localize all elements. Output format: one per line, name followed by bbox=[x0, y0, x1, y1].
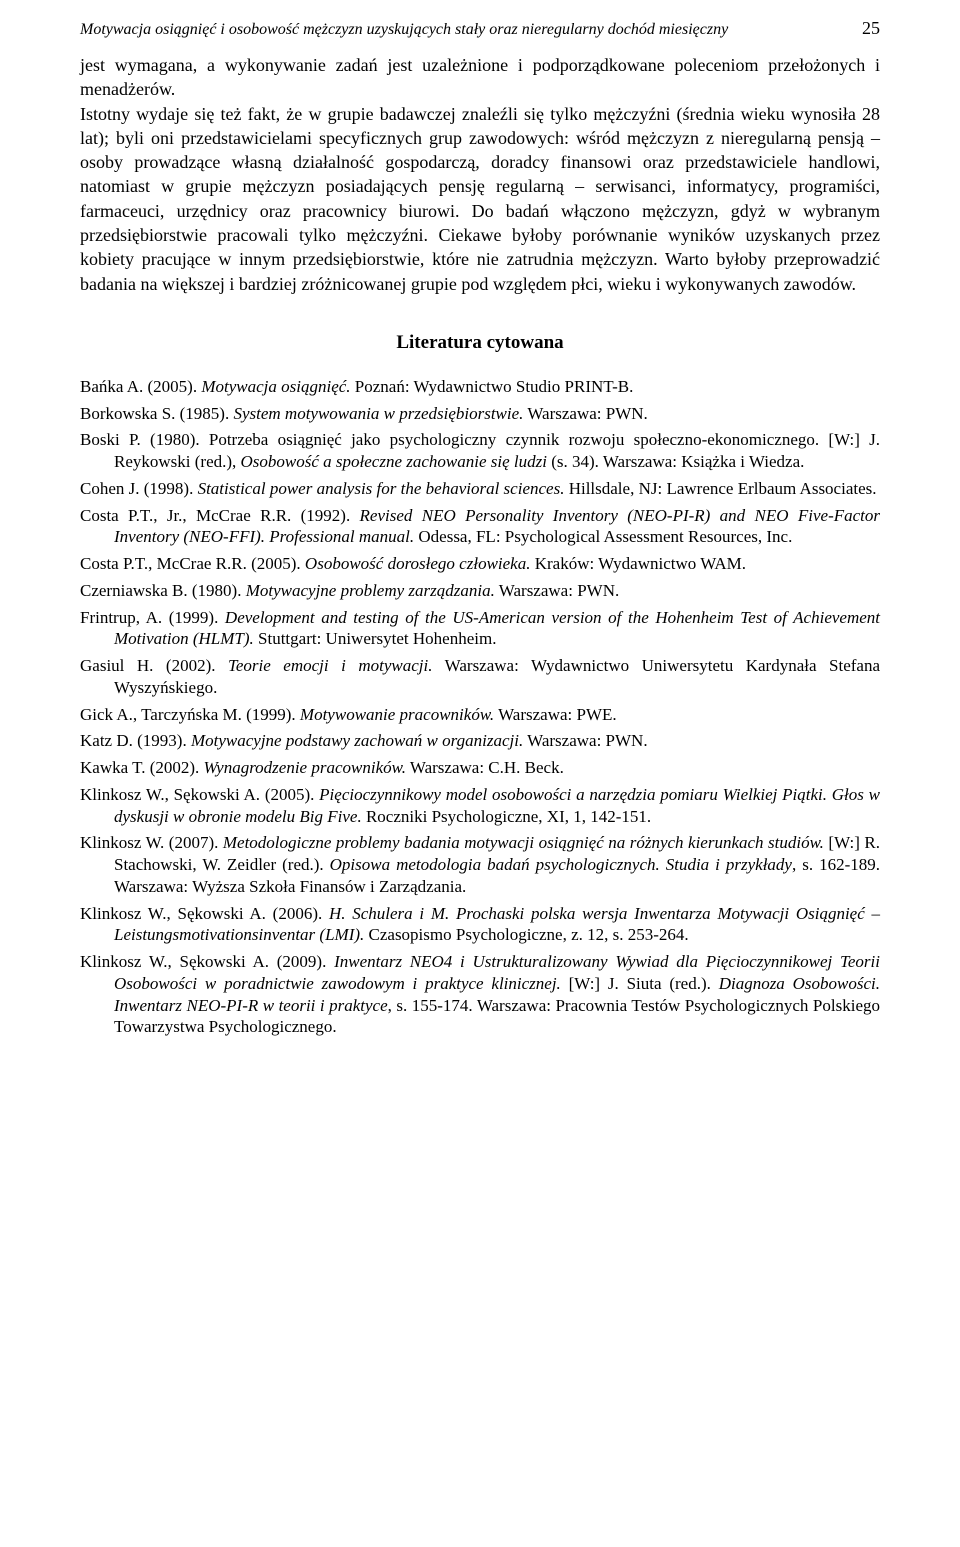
reference-item: Klinkosz W., Sękowski A. (2006). H. Schu… bbox=[80, 903, 880, 947]
section-title: Literatura cytowana bbox=[80, 332, 880, 354]
reference-item: Czerniawska B. (1980). Motywacyjne probl… bbox=[80, 580, 880, 602]
reference-item: Gick A., Tarczyńska M. (1999). Motywowan… bbox=[80, 704, 880, 726]
body-text-line: Istotny wydaje się też fakt, że w grupie… bbox=[80, 104, 880, 294]
running-title: Motywacja osiągnięć i osobowość mężczyzn… bbox=[80, 21, 728, 39]
page-number: 25 bbox=[862, 18, 880, 39]
references-list: Bańka A. (2005). Motywacja osiągnięć. Po… bbox=[80, 376, 880, 1038]
body-text-line: jest wymagana, a wykonywanie zadań jest … bbox=[80, 55, 880, 99]
reference-item: Bańka A. (2005). Motywacja osiągnięć. Po… bbox=[80, 376, 880, 398]
reference-item: Costa P.T., Jr., McCrae R.R. (1992). Rev… bbox=[80, 505, 880, 549]
reference-item: Borkowska S. (1985). System motywowania … bbox=[80, 403, 880, 425]
reference-item: Frintrup, A. (1999). Development and tes… bbox=[80, 607, 880, 651]
reference-item: Cohen J. (1998). Statistical power analy… bbox=[80, 478, 880, 500]
running-header: Motywacja osiągnięć i osobowość mężczyzn… bbox=[80, 18, 880, 39]
reference-item: Kawka T. (2002). Wynagrodzenie pracownik… bbox=[80, 757, 880, 779]
reference-item: Gasiul H. (2002). Teorie emocji i motywa… bbox=[80, 655, 880, 699]
reference-item: Klinkosz W., Sękowski A. (2009). Inwenta… bbox=[80, 951, 880, 1038]
reference-item: Katz D. (1993). Motywacyjne podstawy zac… bbox=[80, 730, 880, 752]
body-paragraph: jest wymagana, a wykonywanie zadań jest … bbox=[80, 53, 880, 296]
reference-item: Klinkosz W. (2007). Metodologiczne probl… bbox=[80, 832, 880, 897]
reference-item: Klinkosz W., Sękowski A. (2005). Pięcioc… bbox=[80, 784, 880, 828]
reference-item: Boski P. (1980). Potrzeba osiągnięć jako… bbox=[80, 429, 880, 473]
page-container: Motywacja osiągnięć i osobowość mężczyzn… bbox=[0, 0, 960, 1083]
reference-item: Costa P.T., McCrae R.R. (2005). Osobowoś… bbox=[80, 553, 880, 575]
